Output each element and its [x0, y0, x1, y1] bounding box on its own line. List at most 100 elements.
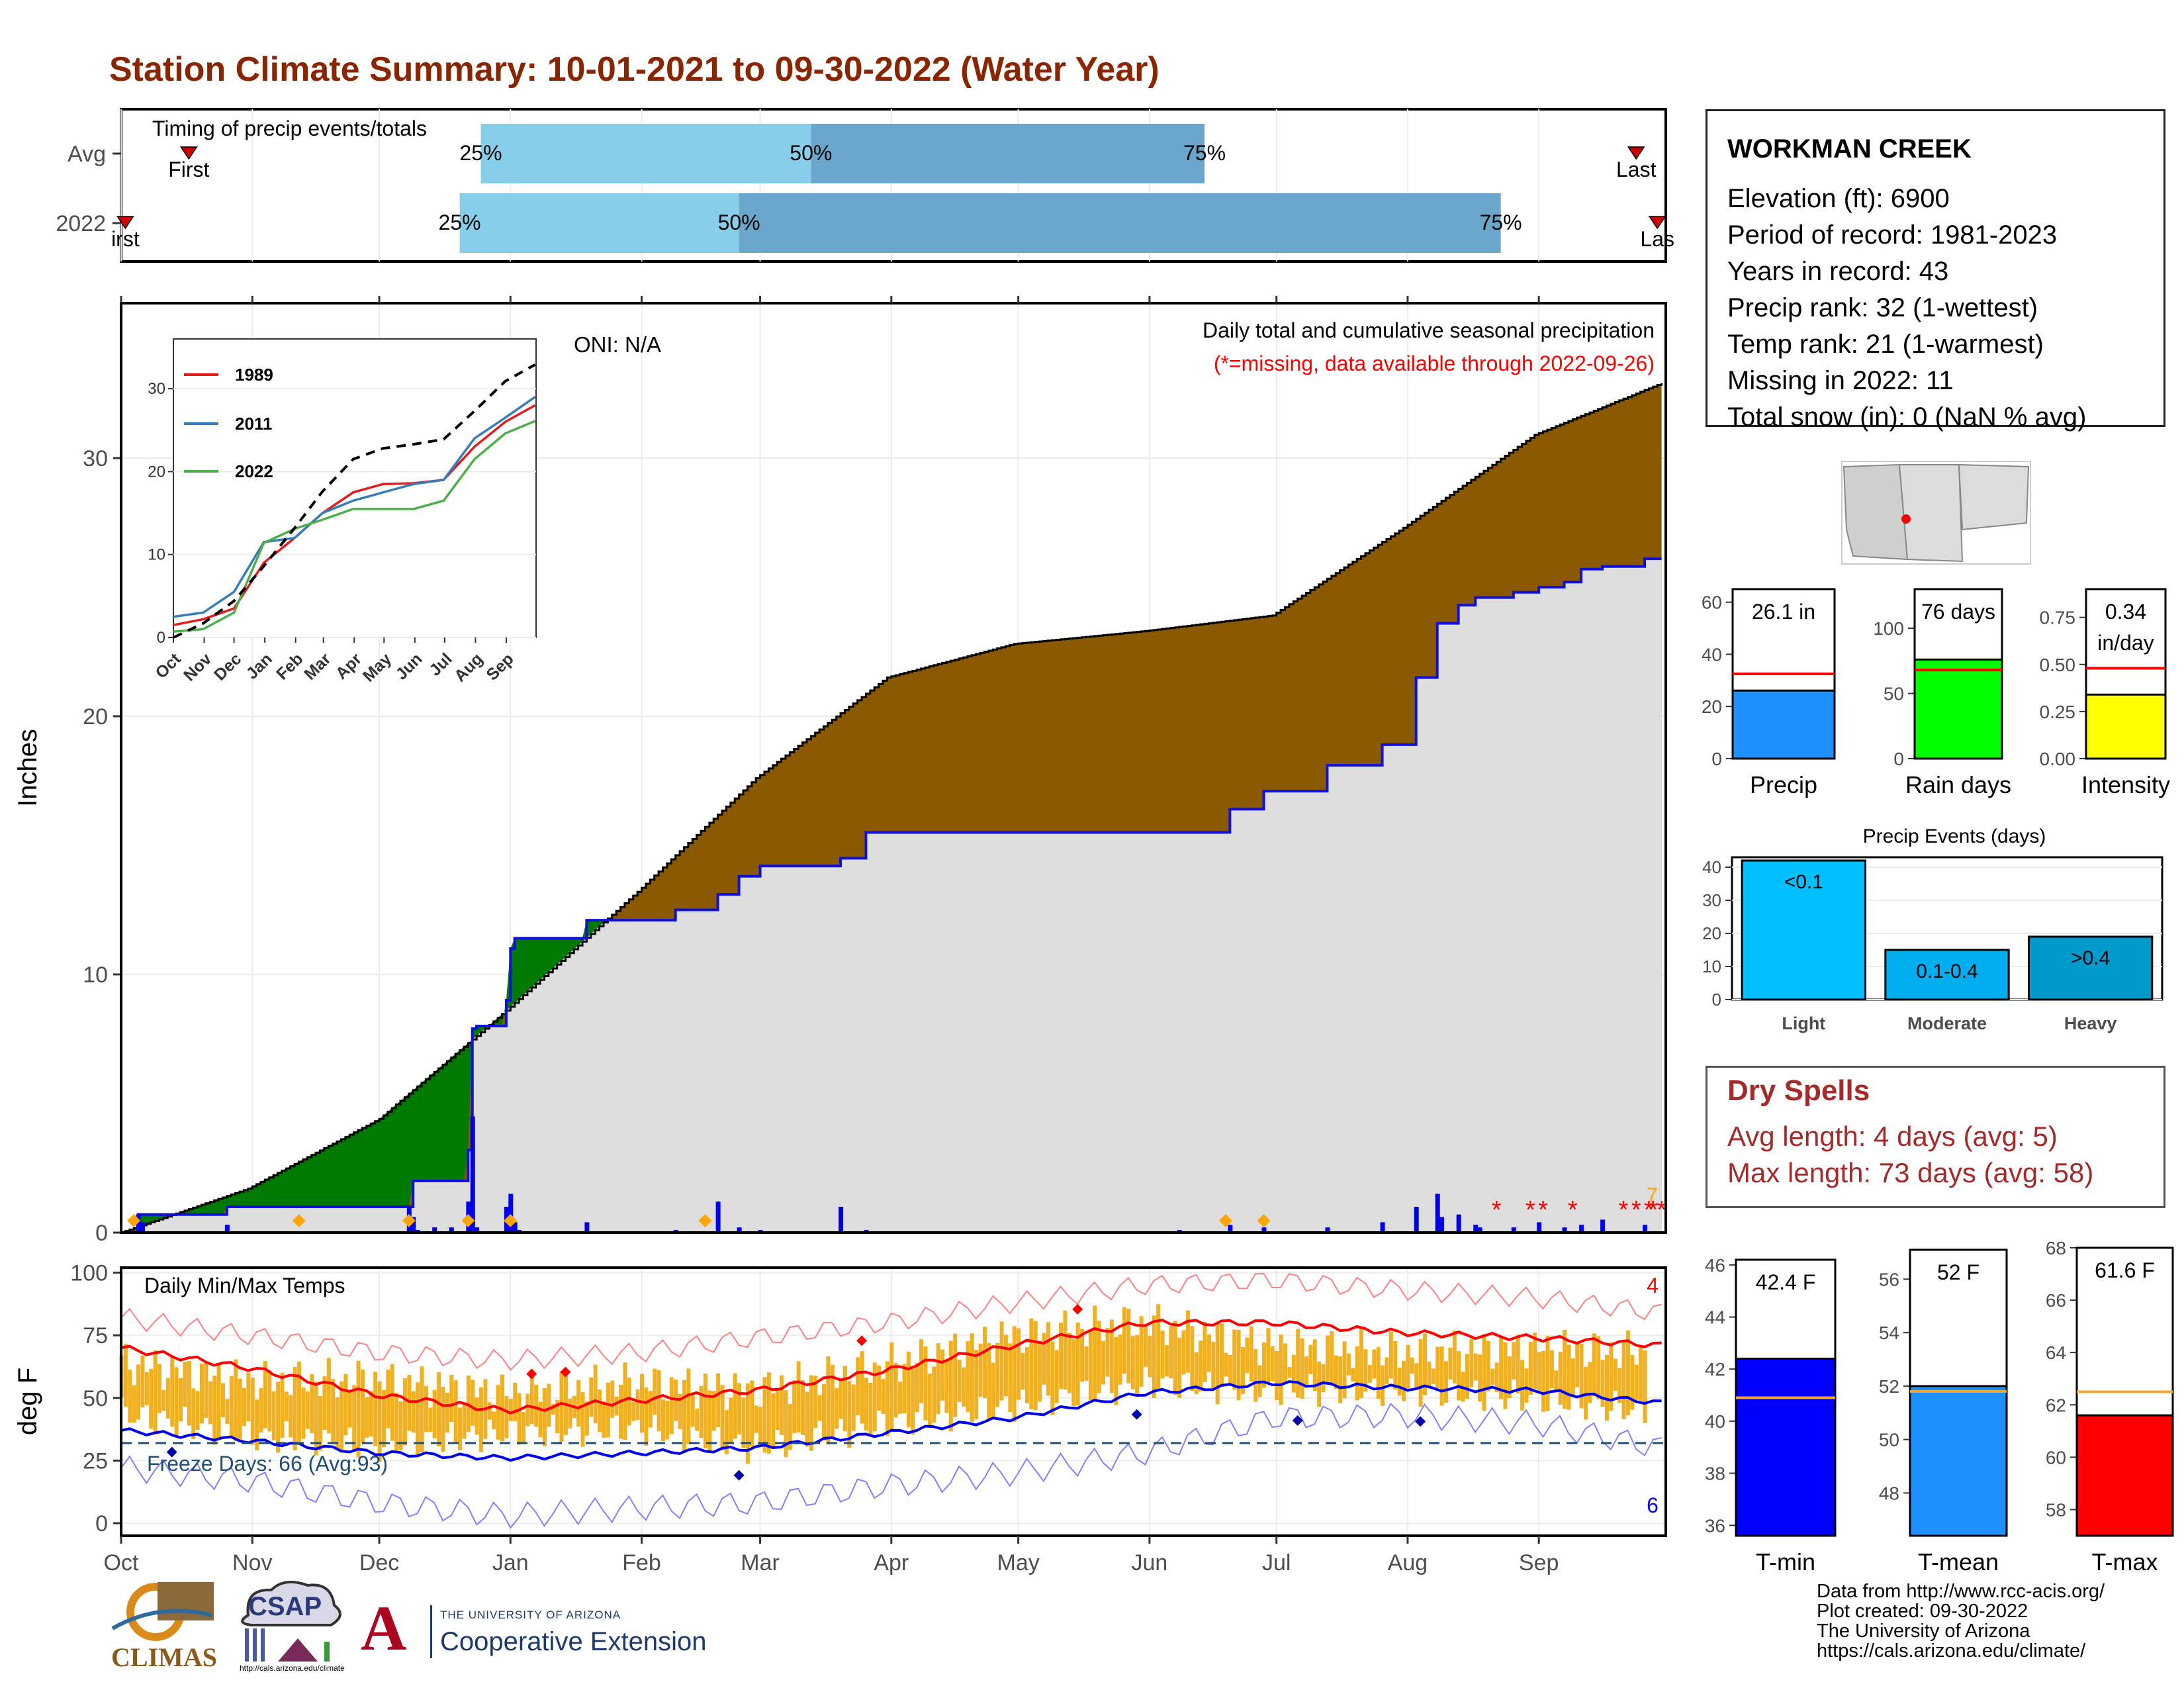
missing-data-star: *: [1525, 1196, 1535, 1224]
daily-temp-bar: [842, 1366, 847, 1432]
daily-temp-bar: [1596, 1336, 1601, 1399]
daily-temp-bar: [547, 1383, 551, 1427]
daily-temp-bar: [1338, 1356, 1343, 1403]
daily-temp-bar: [1114, 1336, 1118, 1405]
daily-temp-bar: [1541, 1351, 1546, 1412]
event-bar-label: <0.1: [1784, 871, 1823, 893]
daily-temp-bar: [246, 1372, 251, 1422]
daily-temp-bar: [1300, 1338, 1304, 1399]
mini-y-tick-label: 42: [1705, 1359, 1725, 1380]
credit-plot-created: Plot created: 09-30-2022: [1817, 1601, 2028, 1622]
daily-temp-bar: [784, 1390, 788, 1458]
mini-value-label: 52 F: [1937, 1260, 1979, 1284]
month-axis-label: Jun: [1131, 1550, 1167, 1575]
daily-temp-bar: [1634, 1364, 1639, 1401]
daily-temp-bar: [1042, 1333, 1046, 1385]
daily-temp-bar: [987, 1342, 991, 1420]
daily-temp-bar: [1228, 1354, 1232, 1383]
record-low-marker: [166, 1446, 177, 1458]
first-event-marker: [179, 146, 198, 160]
daily-temp-bar: [1452, 1331, 1457, 1383]
daily-temp-bar: [301, 1387, 306, 1439]
daily-temp-bar: [1639, 1347, 1643, 1401]
dry-spells-avg: Avg length: 4 days (avg: 5): [1727, 1121, 2058, 1152]
csap-logo: CSAP http://cals.arizona.edu/climate: [232, 1575, 351, 1675]
daily-temp-bar: [555, 1399, 560, 1434]
station-elevation: Elevation (ft): 6900: [1727, 184, 1950, 213]
daily-temp-bar: [1017, 1328, 1021, 1400]
daily-temp-bar: [966, 1340, 970, 1413]
month-axis-label: Oct: [104, 1550, 139, 1575]
daily-temp-bar: [1482, 1334, 1486, 1411]
precip-y-tick-label: 0: [95, 1221, 108, 1246]
station-snow: Total snow (in): 0 (NaN % avg): [1727, 402, 2087, 432]
daily-temp-bar: [1503, 1342, 1508, 1409]
mini-y-tick-label: 0.25: [2040, 702, 2076, 722]
inset-y-tick-label: 20: [148, 463, 165, 481]
daily-temp-bar: [766, 1372, 771, 1454]
daily-precip-bar: [449, 1227, 454, 1233]
daily-temp-bar: [1075, 1322, 1080, 1406]
inset-legend-label: 2022: [235, 461, 273, 481]
mini-y-tick-label: 68: [2046, 1238, 2066, 1258]
daily-temp-bar: [386, 1369, 390, 1429]
daily-precip-bar: [1579, 1225, 1584, 1233]
daily-precip-bar: [508, 1194, 514, 1233]
daily-temp-bar: [936, 1343, 940, 1415]
daily-temp-bar: [1206, 1334, 1211, 1372]
csap-emblem: [241, 1580, 341, 1662]
daily-temp-bar: [631, 1401, 636, 1421]
daily-temp-bar: [187, 1360, 191, 1426]
daily-temp-bar: [627, 1378, 631, 1426]
daily-temp-bar: [1376, 1346, 1381, 1399]
daily-temp-bar: [1512, 1342, 1516, 1380]
record-min-line: [120, 1403, 1662, 1529]
daily-temp-bar: [1084, 1346, 1089, 1381]
daily-temp-bar: [1169, 1326, 1173, 1379]
daily-temp-bar: [449, 1374, 454, 1423]
record-high-marker: [560, 1366, 571, 1378]
ua-divider: [430, 1605, 432, 1658]
daily-temp-bar: [940, 1349, 945, 1401]
mini-y-tick-label: 50: [1884, 684, 1904, 704]
event-category-label: Light: [1782, 1013, 1825, 1033]
daily-temp-bar: [1507, 1356, 1512, 1399]
station-info-box: WORKMAN CREEK Elevation (ft): 6900 Perio…: [1706, 109, 2165, 432]
daily-temp-bar: [411, 1391, 416, 1433]
daily-precip-bar: [475, 1227, 480, 1233]
daily-precip-bar: [1600, 1219, 1606, 1233]
daily-temp-bar: [932, 1366, 936, 1423]
daily-temp-bar: [665, 1401, 670, 1440]
station-temp-rank: Temp rank: 21 (1-warmest): [1727, 330, 2044, 359]
daily-temp-bar: [568, 1398, 572, 1429]
daily-temp-bar: [513, 1382, 518, 1421]
daily-temp-bar: [801, 1380, 805, 1435]
daily-temp-bar: [318, 1395, 323, 1451]
daily-temp-bar: [762, 1377, 767, 1453]
last-event-marker: [1627, 146, 1645, 160]
timing-bar-50-75: [739, 193, 1501, 253]
daily-precip-bar: [737, 1227, 742, 1233]
mini-y-tick-label: 64: [2046, 1342, 2066, 1363]
daily-temp-bar: [331, 1379, 336, 1444]
daily-temp-bar: [1549, 1350, 1554, 1389]
daily-temp-bar: [1199, 1340, 1203, 1392]
daily-temp-bar: [1410, 1357, 1414, 1374]
temp-y-tick-label: 0: [95, 1511, 108, 1536]
record-high-marker: [1072, 1303, 1083, 1315]
mini-value-bar: [1909, 1385, 2008, 1537]
daily-temp-bar: [437, 1372, 441, 1446]
daily-temp-bar: [242, 1387, 246, 1427]
daily-precip-bar: [1439, 1217, 1445, 1233]
daily-temp-bar: [471, 1380, 475, 1426]
daily-temp-bar: [220, 1383, 225, 1417]
last-event-label: Las: [1640, 227, 1674, 251]
daily-temp-bar: [893, 1362, 898, 1418]
daily-temp-bar: [835, 1387, 839, 1429]
daily-temp-bar: [271, 1391, 276, 1440]
daily-precip-bar: [512, 1222, 518, 1233]
daily-temp-bar: [276, 1382, 281, 1453]
mini-y-tick-label: 40: [1702, 644, 1722, 665]
daily-temp-bar: [1579, 1343, 1584, 1409]
daily-temp-bar: [289, 1395, 293, 1438]
